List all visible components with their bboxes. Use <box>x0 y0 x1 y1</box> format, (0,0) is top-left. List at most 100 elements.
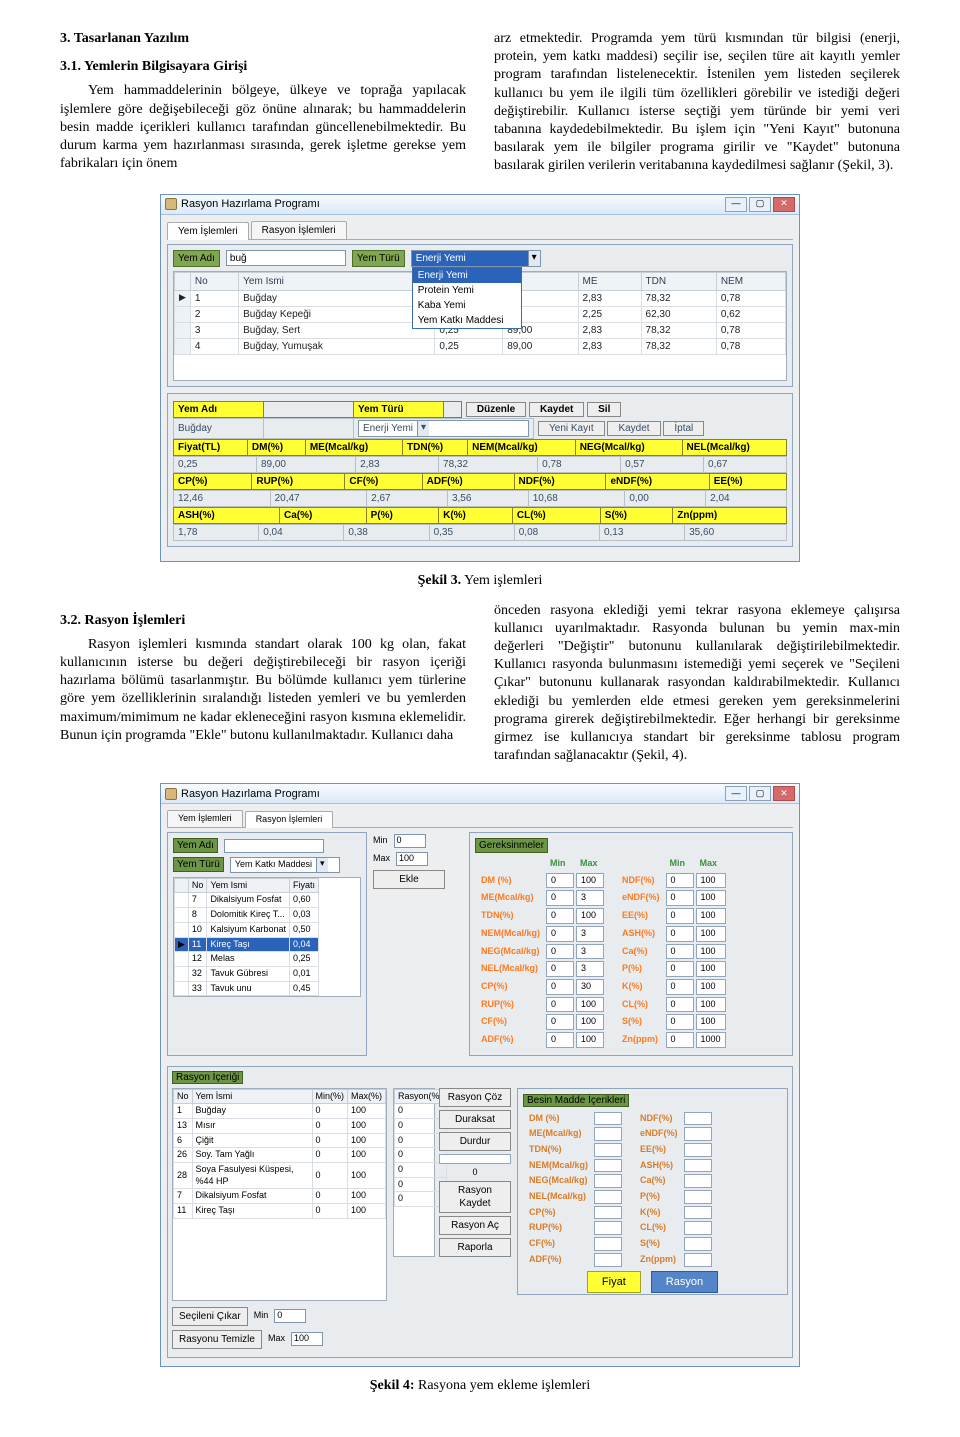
bot-max-input[interactable]: 100 <box>291 1332 323 1346</box>
btn-rasyon-coz[interactable]: Rasyon Çöz <box>439 1088 511 1107</box>
app-icon <box>165 198 177 210</box>
window-yem-islemleri: Rasyon Hazırlama Programı — ▢ ✕ Yem İşle… <box>160 194 800 562</box>
dropdown-list[interactable]: Enerji Yemi Protein Yemi Kaba Yemi Yem K… <box>412 267 522 329</box>
bot-min-input[interactable]: 0 <box>274 1309 306 1323</box>
paragraph-4: önceden rasyona eklediği yemi tekrar ras… <box>494 602 900 766</box>
btn-rasyon-ac[interactable]: Rasyon Aç <box>439 1216 511 1235</box>
btn-kaydet-bot[interactable]: Kaydet <box>607 421 660 436</box>
btn-kaydet-top[interactable]: Kaydet <box>529 402 584 417</box>
maximize-button[interactable]: ▢ <box>749 197 771 212</box>
dd-item[interactable]: Enerji Yemi <box>413 268 521 283</box>
edit-yemturu-dropdown[interactable]: Enerji Yemi▾ <box>358 420 529 437</box>
col-left: 3. Tasarlanan Yazılım 3.1. Yemlerin Bilg… <box>60 30 466 176</box>
grid-row[interactable]: 26Soy. Tam Yağlı0100 <box>174 1148 386 1163</box>
minimize-button[interactable]: — <box>725 786 747 801</box>
section-3-2-title: 3.2. Rasyon İşlemleri <box>60 612 466 630</box>
edit-yemturu-label: Yem Türü <box>354 401 444 417</box>
window-titlebar-2[interactable]: Rasyon Hazırlama Programı — ▢ ✕ <box>161 784 799 804</box>
dd-item[interactable]: Protein Yemi <box>413 283 521 298</box>
action-column: Rasyon(%) 0 0 0 0 0 0 0 <box>393 1088 511 1301</box>
dd-item[interactable]: Yem Katkı Maddesi <box>413 313 521 328</box>
btn-fiyat[interactable]: Fiyat <box>587 1271 641 1293</box>
section-3-title: 3. Tasarlanan Yazılım <box>60 30 466 48</box>
rasyon-icerigi-panel: Rasyon İçeriği NoYem İsmiMin(%)Max(%) 1B… <box>167 1066 793 1358</box>
paragraph-1: Yem hammaddelerinin bölgeye, ülkeye ve t… <box>60 82 466 173</box>
grid-row[interactable]: 4Buğday, Yumuşak0,2589,002,8378,320,78 <box>175 338 786 354</box>
tab-yem-islemleri-2[interactable]: Yem İşlemleri <box>167 810 243 827</box>
yem-turu-dropdown[interactable]: Enerji Yemi ▾ Enerji Yemi Protein Yemi K… <box>411 250 541 267</box>
grid-row[interactable]: 7Dikalsiyum Fosfat0,60 <box>175 893 319 908</box>
progress-label: 0 <box>439 1167 511 1179</box>
rasyon-icerigi-title: Rasyon İçeriği <box>172 1071 243 1084</box>
btn-iptal[interactable]: İptal <box>663 421 704 436</box>
col-nem[interactable]: NEM <box>716 272 785 290</box>
edit-yemadi-value[interactable]: Buğday <box>174 418 264 438</box>
btn-raporla[interactable]: Raporla <box>439 1238 511 1257</box>
yem-adi-label: Yem Adı <box>173 250 220 267</box>
col-me[interactable]: ME <box>578 272 641 290</box>
edit-group: Yem Adı Yem Türü Düzenle Kaydet Sil Buğd… <box>167 393 793 547</box>
top-text-columns: 3. Tasarlanan Yazılım 3.1. Yemlerin Bilg… <box>60 30 900 176</box>
btn-duraksat[interactable]: Duraksat <box>439 1110 511 1129</box>
grid-row[interactable]: 11Kireç Taşı0100 <box>174 1204 386 1219</box>
yem-turu-dropdown-2[interactable]: Yem Katkı Maddesi▾ <box>230 857 340 873</box>
bot-min-label: Min <box>254 1310 269 1322</box>
min-input[interactable]: 0 <box>394 834 426 848</box>
grid-row[interactable]: 8Dolomitik Kireç T...0,03 <box>175 908 319 923</box>
tab-rasyon-islemleri-2[interactable]: Rasyon İşlemleri <box>245 811 334 828</box>
grid-row[interactable]: 1Buğday0100 <box>174 1104 386 1119</box>
btn-yeni-kayit[interactable]: Yeni Kayıt <box>538 421 605 436</box>
grid-row[interactable]: 10Kalsiyum Karbonat0,50 <box>175 922 319 937</box>
close-button[interactable]: ✕ <box>773 197 795 212</box>
yem-turu-label: Yem Türü <box>352 250 405 267</box>
grid-row[interactable]: 28Soya Fasulyesi Küspesi, %44 HP0100 <box>174 1163 386 1189</box>
minimize-button[interactable]: — <box>725 197 747 212</box>
figure-4-caption: Şekil 4: Rasyona yem ekleme işlemleri <box>60 1377 900 1395</box>
window-rasyon-islemleri: Rasyon Hazırlama Programı — ▢ ✕ Yem İşle… <box>160 783 800 1366</box>
maximize-button[interactable]: ▢ <box>749 786 771 801</box>
grid-row[interactable]: 33Tavuk unu0,45 <box>175 981 319 996</box>
col-tdn[interactable]: TDN <box>641 272 716 290</box>
grid-row[interactable]: 7Dikalsiyum Fosfat0100 <box>174 1189 386 1204</box>
besin-panel: Besin Madde İçerikleri DM (%) ME(Mcal/kg… <box>517 1088 788 1295</box>
grid-row[interactable]: 32Tavuk Gübresi0,01 <box>175 966 319 981</box>
rasyon-grid[interactable]: NoYem İsmiMin(%)Max(%) 1Buğday0100 13Mıs… <box>172 1088 387 1301</box>
window-titlebar[interactable]: Rasyon Hazırlama Programı — ▢ ✕ <box>161 195 799 215</box>
max-input[interactable]: 100 <box>396 852 428 866</box>
figure-3: Rasyon Hazırlama Programı — ▢ ✕ Yem İşle… <box>60 194 900 562</box>
close-button[interactable]: ✕ <box>773 786 795 801</box>
top-group: Yem Adı buğ Yem Türü Enerji Yemi ▾ Enerj… <box>167 244 793 387</box>
bot-max-label: Max <box>268 1333 285 1345</box>
dd-item[interactable]: Kaba Yemi <box>413 298 521 313</box>
col-ismi[interactable]: Yem Ismi <box>239 272 435 290</box>
btn-rasyon[interactable]: Rasyon <box>651 1271 718 1293</box>
tab-yem-islemleri[interactable]: Yem İşlemleri <box>167 222 249 240</box>
yem-adi-input-2[interactable] <box>224 839 324 853</box>
btn-secileni-cikar[interactable]: Seçileni Çıkar <box>172 1307 248 1326</box>
btn-durdur[interactable]: Durdur <box>439 1132 511 1151</box>
grid-row-selected[interactable]: ▶11Kireç Taşı0,04 <box>175 937 319 952</box>
grid-row[interactable]: 12Melas0,25 <box>175 952 319 967</box>
btn-rasyonu-temizle[interactable]: Rasyonu Temizle <box>172 1330 262 1349</box>
btn-sil[interactable]: Sil <box>587 402 621 417</box>
col-left-2: 3.2. Rasyon İşlemleri Rasyon işlemleri k… <box>60 602 466 766</box>
paragraph-3: Rasyon işlemleri kısmında standart olara… <box>60 636 466 745</box>
left-panel: Yem Adı Yem Türü Yem Katkı Maddesi▾ NoYe… <box>167 832 367 1056</box>
section-3-1-title: 3.1. Yemlerin Bilgisayara Girişi <box>60 58 466 76</box>
grid-row[interactable]: 6Çiğit0100 <box>174 1133 386 1148</box>
btn-ekle[interactable]: Ekle <box>373 870 445 889</box>
yem-adi-input[interactable]: buğ <box>226 250 346 266</box>
grid-row[interactable]: 13Mısır0100 <box>174 1119 386 1134</box>
gerek-panel: Gereksinmeler MinMax DM (%)0100 ME(Mcal/… <box>469 832 793 1056</box>
col-right-2: önceden rasyona eklediği yemi tekrar ras… <box>494 602 900 766</box>
max-label: Max <box>373 853 390 865</box>
yem-adi-label-2: Yem Adı <box>173 838 218 853</box>
btn-rasyon-kaydet[interactable]: Rasyon Kaydet <box>439 1181 511 1213</box>
col-no[interactable]: No <box>190 272 238 290</box>
yem-grid-2[interactable]: NoYem IsmiFiyatı 7Dikalsiyum Fosfat0,60 … <box>173 877 361 998</box>
tab-rasyon-islemleri[interactable]: Rasyon İşlemleri <box>251 221 347 239</box>
chevron-down-icon: ▾ <box>528 251 540 266</box>
gerek-table-left: MinMax DM (%)0100 ME(Mcal/kg)03 TDN(%)01… <box>475 855 606 1050</box>
btn-duzenle[interactable]: Düzenle <box>466 402 526 417</box>
besin-table-left: DM (%) ME(Mcal/kg) TDN(%) NEM(Mcal/kg) N… <box>523 1110 624 1269</box>
